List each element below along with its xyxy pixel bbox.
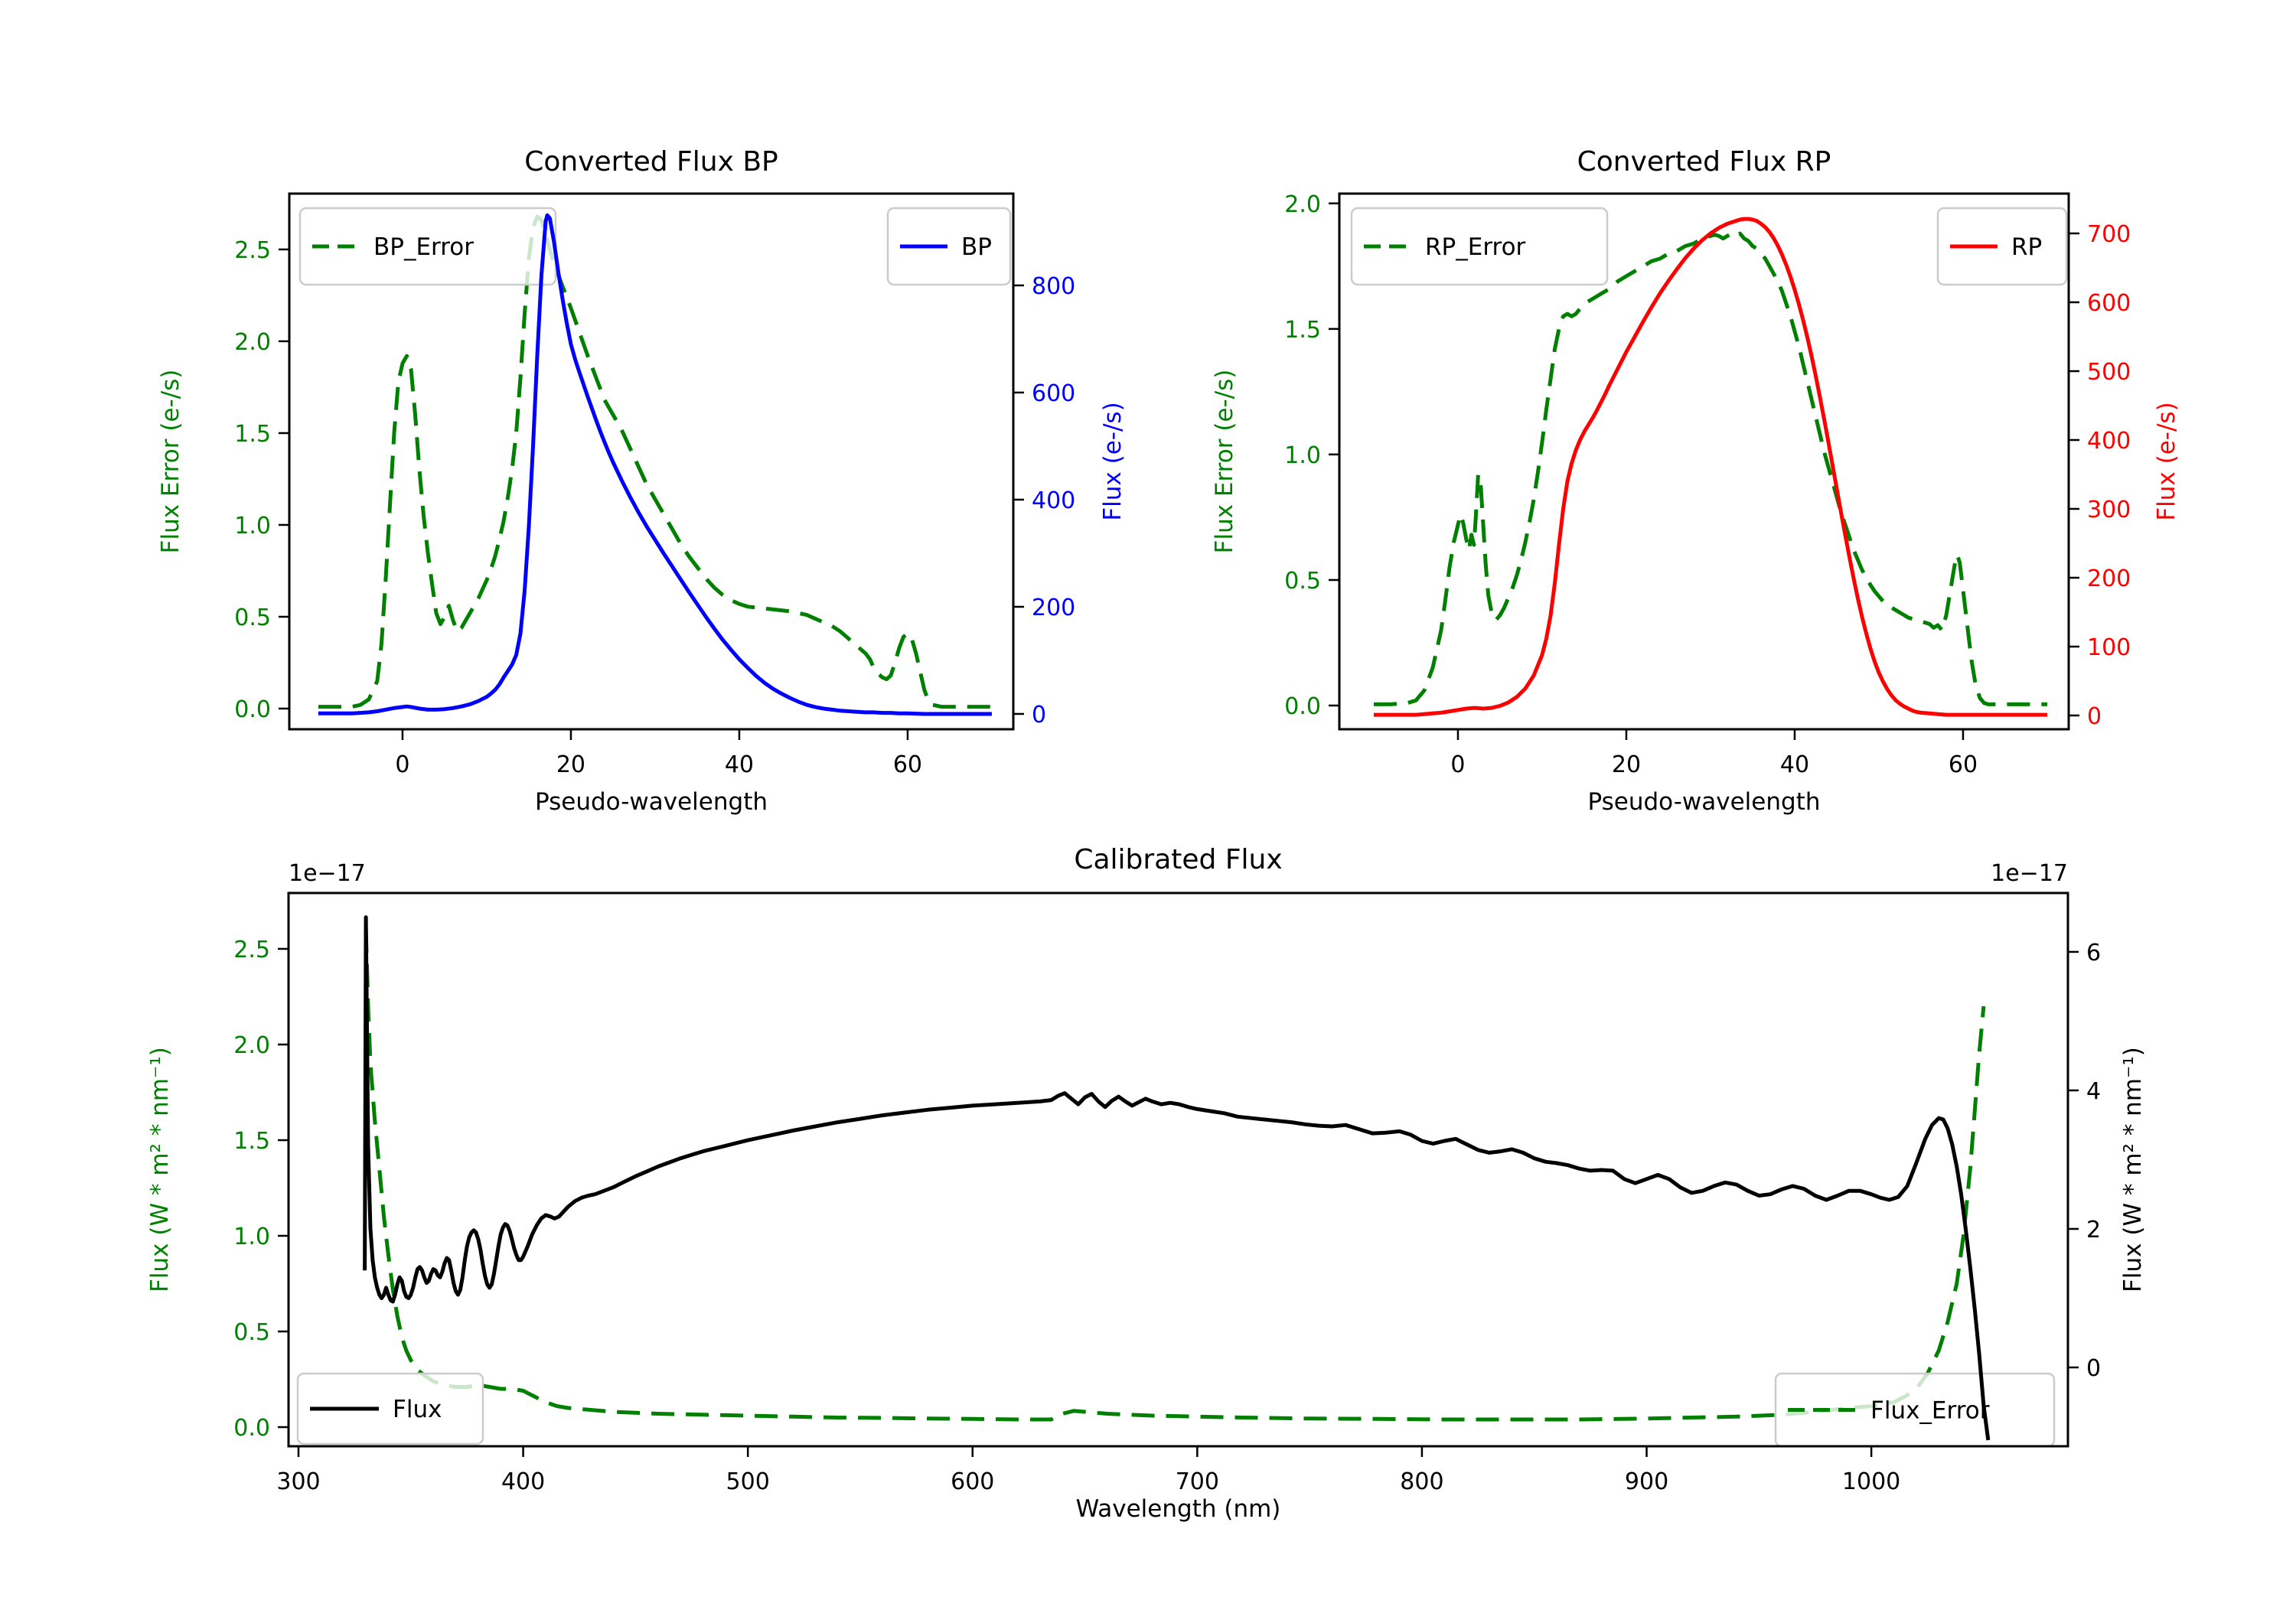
rp-right-tick-label-1: 100 bbox=[2087, 634, 2131, 661]
bp-legend-label-BP: BP bbox=[961, 233, 992, 261]
cal-axes-spines bbox=[287, 891, 2069, 1448]
cal-x-tick-label-3: 600 bbox=[951, 1468, 994, 1495]
rp-right-tick-label-0: 0 bbox=[2087, 703, 2102, 730]
cal-title: Calibrated Flux bbox=[1074, 844, 1282, 875]
rp-left-tick-label-4: 2.0 bbox=[1284, 191, 1321, 218]
rp-left-tick-label-0: 0.0 bbox=[1284, 693, 1321, 720]
bp-title: Converted Flux BP bbox=[524, 146, 778, 178]
rp-right-tick-label-2: 200 bbox=[2087, 565, 2131, 592]
bp-left-tick-label-3: 1.5 bbox=[234, 421, 271, 448]
rp-right-tick-label-6: 600 bbox=[2087, 290, 2131, 317]
rp-right-axis-label: Flux (e-/s) bbox=[2153, 402, 2180, 520]
bp-x-tick-label-0: 0 bbox=[395, 751, 409, 778]
cal-right-tick-label-2: 4 bbox=[2086, 1078, 2101, 1105]
cal-right-tick-label-0: 0 bbox=[2086, 1355, 2101, 1382]
cal-left-tick-label-1: 0.5 bbox=[233, 1319, 270, 1346]
bp-x-tick-label-2: 40 bbox=[725, 751, 754, 778]
rp-legend-label-RP: RP bbox=[2011, 233, 2042, 261]
rp-left-tick-label-3: 1.5 bbox=[1284, 317, 1321, 344]
rp-series-RP-line bbox=[1374, 217, 2047, 717]
rp-axes-spines bbox=[1338, 192, 2070, 731]
cal-x-tick-label-1: 400 bbox=[501, 1468, 545, 1495]
rp-right-tick-label-5: 500 bbox=[2087, 359, 2131, 386]
bp-left-tick-label-2: 1.0 bbox=[234, 513, 271, 539]
rp-x-tick-label-1: 20 bbox=[1612, 751, 1641, 778]
cal-right-tick-label-1: 2 bbox=[2086, 1217, 2101, 1243]
cal-x-tick-label-5: 800 bbox=[1400, 1468, 1443, 1495]
rp-title: Converted Flux RP bbox=[1577, 146, 1831, 178]
rp-right-tick-label-4: 400 bbox=[2087, 428, 2131, 455]
cal-left-tick-label-2: 1.0 bbox=[233, 1224, 270, 1250]
bp-legend-BP_Error: BP_Error bbox=[298, 207, 557, 286]
rp-legend-box bbox=[1936, 207, 2068, 286]
cal-right-axis-label: Flux (W * m² * nm⁻¹) bbox=[2119, 1047, 2147, 1292]
rp-x-tick-label-3: 60 bbox=[1949, 751, 1978, 778]
cal-legend-label-Flux: Flux bbox=[393, 1396, 442, 1423]
cal-x-tick-label-6: 900 bbox=[1625, 1468, 1668, 1495]
rp-right-tick-label-7: 700 bbox=[2087, 221, 2131, 248]
bp-legend-BP: BP bbox=[886, 207, 1012, 286]
bp-right-tick-label-2: 400 bbox=[1032, 487, 1075, 514]
bp-axes-spines bbox=[288, 192, 1015, 731]
rp-legend-box bbox=[1350, 207, 1609, 286]
rp-legend-RP: RP bbox=[1936, 207, 2068, 286]
cal-legend-Flux: Flux bbox=[296, 1372, 484, 1445]
bp-x-tick-label-1: 20 bbox=[556, 751, 585, 778]
rp-left-axis-label: Flux Error (e-/s) bbox=[1211, 370, 1238, 554]
cal-left-tick-label-0: 0.0 bbox=[233, 1415, 270, 1442]
bp-left-tick-label-4: 2.0 bbox=[234, 329, 271, 356]
cal-x-tick-label-4: 700 bbox=[1176, 1468, 1219, 1495]
bp-legend-box bbox=[886, 207, 1012, 286]
cal-x-axis-label: Wavelength (nm) bbox=[1076, 1495, 1281, 1523]
bp-left-tick-label-1: 0.5 bbox=[234, 605, 271, 631]
bp-left-axis-label: Flux Error (e-/s) bbox=[157, 370, 184, 554]
rp-series-RP_Error-line bbox=[1374, 231, 2047, 706]
cal-right-tick-label-3: 6 bbox=[2086, 940, 2101, 966]
cal-left-tick-label-5: 2.5 bbox=[233, 937, 270, 963]
bp-right-tick-label-0: 0 bbox=[1032, 702, 1046, 728]
bp-legend-label-BP_Error: BP_Error bbox=[373, 233, 474, 261]
bp-right-tick-label-3: 600 bbox=[1032, 380, 1075, 407]
bp-right-axis-label: Flux (e-/s) bbox=[1099, 402, 1127, 520]
cal-left-tick-label-3: 1.5 bbox=[233, 1128, 270, 1155]
bp-right-tick-label-4: 800 bbox=[1032, 273, 1075, 300]
bp-right-tick-label-1: 200 bbox=[1032, 595, 1075, 621]
cal-left-offset-text: 1e−17 bbox=[289, 860, 366, 887]
cal-legend-label-Flux_Error: Flux_Error bbox=[1870, 1397, 1990, 1425]
cal-left-axis-label: Flux (W * m² * nm⁻¹) bbox=[146, 1047, 174, 1292]
bp-series-BP-line bbox=[318, 213, 992, 716]
cal-left-tick-label-4: 2.0 bbox=[233, 1032, 270, 1059]
rp-x-tick-label-0: 0 bbox=[1450, 751, 1465, 778]
cal-right-offset-text: 1e−17 bbox=[1991, 860, 2068, 887]
rp-legend-label-RP_Error: RP_Error bbox=[1425, 233, 1526, 261]
cal-legend-box bbox=[296, 1372, 484, 1445]
rp-subplot: Converted Flux RP 0 20 40 60 Pseudo-wavelengt… bbox=[1211, 146, 2180, 816]
rp-legend-RP_Error: RP_Error bbox=[1350, 207, 1609, 286]
bp-x-axis-label: Pseudo-wavelength bbox=[535, 788, 768, 816]
bp-x-tick-label-3: 60 bbox=[893, 751, 922, 778]
rp-x-axis-label: Pseudo-wavelength bbox=[1587, 788, 1820, 816]
cal-legend-Flux_Error: Flux_Error bbox=[1774, 1372, 2056, 1448]
cal-x-tick-label-2: 500 bbox=[726, 1468, 770, 1495]
cal-x-tick-label-0: 300 bbox=[276, 1468, 320, 1495]
bp-left-tick-label-5: 2.5 bbox=[234, 237, 271, 264]
rp-right-tick-label-3: 300 bbox=[2087, 497, 2131, 523]
rp-x-tick-label-2: 40 bbox=[1780, 751, 1809, 778]
bp-series-BP_Error-line bbox=[318, 214, 992, 709]
cal-x-tick-label-7: 1000 bbox=[1842, 1468, 1900, 1495]
rp-left-tick-label-2: 1.0 bbox=[1284, 442, 1321, 469]
cal-subplot: Calibrated Flux 1e−17 1e−17 300 400 500 600 700… bbox=[146, 844, 2147, 1523]
bp-left-tick-label-0: 0.0 bbox=[234, 696, 271, 723]
cal-series-Flux-line bbox=[363, 915, 1991, 1441]
cal-series-Flux_Error-line bbox=[364, 929, 1986, 1422]
bp-subplot: Converted Flux BP 0 20 40 60 Pseudo-wavelengt… bbox=[157, 146, 1127, 816]
rp-left-tick-label-1: 0.5 bbox=[1284, 568, 1321, 595]
